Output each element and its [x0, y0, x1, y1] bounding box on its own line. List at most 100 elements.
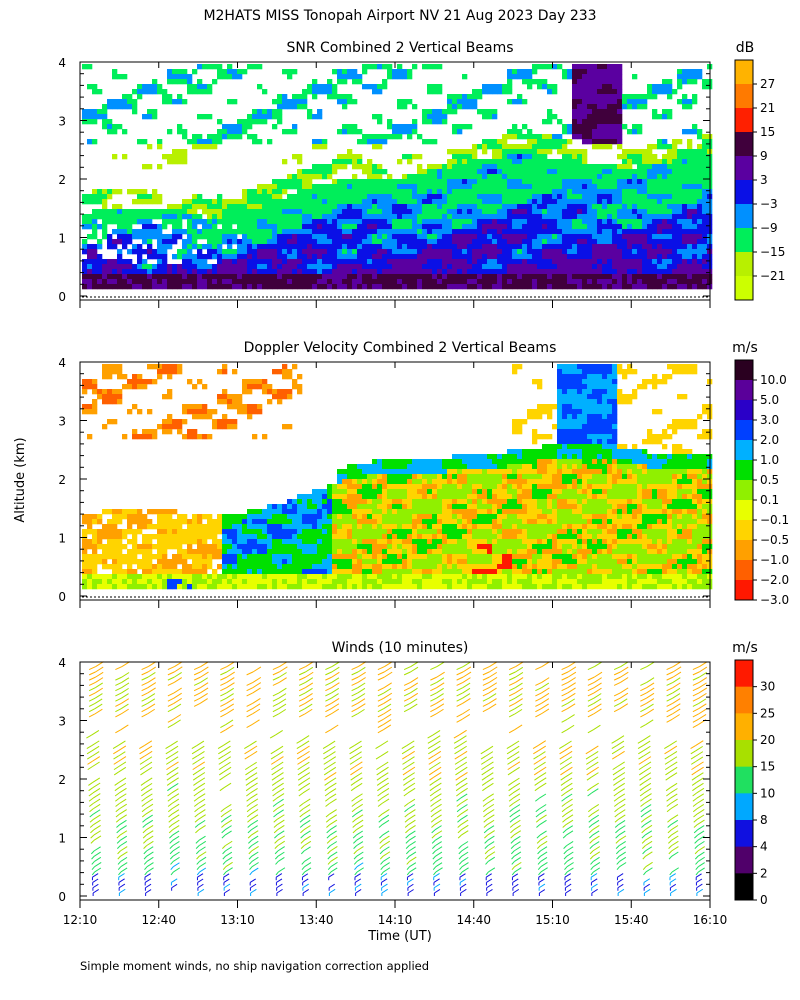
- heat-cell: [217, 399, 223, 405]
- heat-cell: [692, 214, 698, 220]
- heat-cell: [187, 74, 193, 80]
- heat-cell: [217, 579, 223, 585]
- heat-cell: [692, 74, 698, 80]
- heat-cell: [232, 369, 238, 375]
- heat-cell: [372, 209, 378, 215]
- heat-cell: [472, 254, 478, 260]
- heat-cell: [302, 184, 308, 190]
- heat-cell: [247, 539, 253, 545]
- heat-cell: [472, 264, 478, 270]
- heat-cell: [677, 164, 683, 170]
- heat-cell: [557, 174, 563, 180]
- heat-cell: [197, 84, 203, 90]
- heat-cell: [322, 544, 328, 550]
- heat-cell: [507, 259, 513, 265]
- heat-cell: [317, 584, 323, 590]
- heat-cell: [272, 244, 278, 250]
- heat-cell: [517, 169, 523, 175]
- heat-cell: [287, 229, 293, 235]
- heat-cell: [177, 229, 183, 235]
- heat-cell: [682, 184, 688, 190]
- heat-cell: [472, 189, 478, 195]
- heat-cell: [367, 244, 373, 250]
- heat-cell: [197, 574, 203, 580]
- heat-cell: [252, 554, 258, 560]
- heat-cell: [347, 229, 353, 235]
- heat-cell: [147, 409, 153, 415]
- heat-cell: [602, 264, 608, 270]
- heat-cell: [622, 99, 628, 105]
- heat-cell: [337, 549, 343, 555]
- heat-cell: [282, 509, 288, 515]
- heat-cell: [557, 144, 563, 150]
- heat-cell: [332, 249, 338, 255]
- heat-cell: [617, 124, 623, 130]
- heat-cell: [342, 529, 348, 535]
- heat-cell: [287, 284, 293, 290]
- heat-cell: [292, 279, 298, 285]
- heat-cell: [457, 214, 463, 220]
- heat-cell: [622, 264, 628, 270]
- heat-cell: [362, 234, 368, 240]
- heat-cell: [127, 274, 133, 280]
- heat-cell: [322, 564, 328, 570]
- heat-cell: [662, 79, 668, 85]
- heat-cell: [477, 274, 483, 280]
- heat-cell: [102, 124, 108, 130]
- heat-cell: [277, 284, 283, 290]
- heat-cell: [397, 129, 403, 135]
- heat-cell: [297, 529, 303, 535]
- heat-cell: [632, 94, 638, 100]
- heat-cell: [462, 259, 468, 265]
- heat-cell: [212, 574, 218, 580]
- heat-cell: [152, 284, 158, 290]
- heat-cell: [482, 109, 488, 115]
- heat-cell: [137, 249, 143, 255]
- heat-cell: [417, 154, 423, 160]
- heat-cell: [672, 194, 678, 200]
- heat-cell: [202, 199, 208, 205]
- heat-cell: [322, 219, 328, 225]
- heat-cell: [452, 229, 458, 235]
- heat-cell: [392, 254, 398, 260]
- heat-cell: [637, 264, 643, 270]
- heat-cell: [452, 259, 458, 265]
- heat-cell: [562, 264, 568, 270]
- heat-cell: [177, 224, 183, 230]
- heat-cell: [267, 274, 273, 280]
- heat-cell: [122, 374, 128, 380]
- heat-cell: [172, 584, 178, 590]
- heat-cell: [692, 94, 698, 100]
- heat-cell: [112, 399, 118, 405]
- heat-cell: [482, 209, 488, 215]
- heat-cell: [627, 269, 633, 275]
- heat-cell: [542, 144, 548, 150]
- heat-cell: [327, 204, 333, 210]
- heat-cell: [567, 74, 573, 80]
- heat-cell: [242, 189, 248, 195]
- heat-cell: [247, 534, 253, 540]
- heat-cell: [592, 229, 598, 235]
- heat-cell: [182, 404, 188, 410]
- heat-cell: [512, 199, 518, 205]
- heat-cell: [202, 514, 208, 520]
- heat-cell: [112, 524, 118, 530]
- heat-cell: [432, 189, 438, 195]
- heat-cell: [572, 264, 578, 270]
- colorbar-swatch: [735, 228, 753, 253]
- heat-cell: [637, 199, 643, 205]
- heat-cell: [397, 229, 403, 235]
- heat-cell: [427, 84, 433, 90]
- heat-cell: [122, 244, 128, 250]
- heat-cell: [487, 214, 493, 220]
- heat-cell: [467, 204, 473, 210]
- heat-cell: [572, 204, 578, 210]
- heat-cell: [372, 244, 378, 250]
- heat-cell: [292, 514, 298, 520]
- heat-cell: [97, 214, 103, 220]
- heat-cell: [157, 209, 163, 215]
- heat-cell: [82, 564, 88, 570]
- heat-cell: [367, 479, 373, 485]
- heat-cell: [682, 279, 688, 285]
- heat-cell: [122, 559, 128, 565]
